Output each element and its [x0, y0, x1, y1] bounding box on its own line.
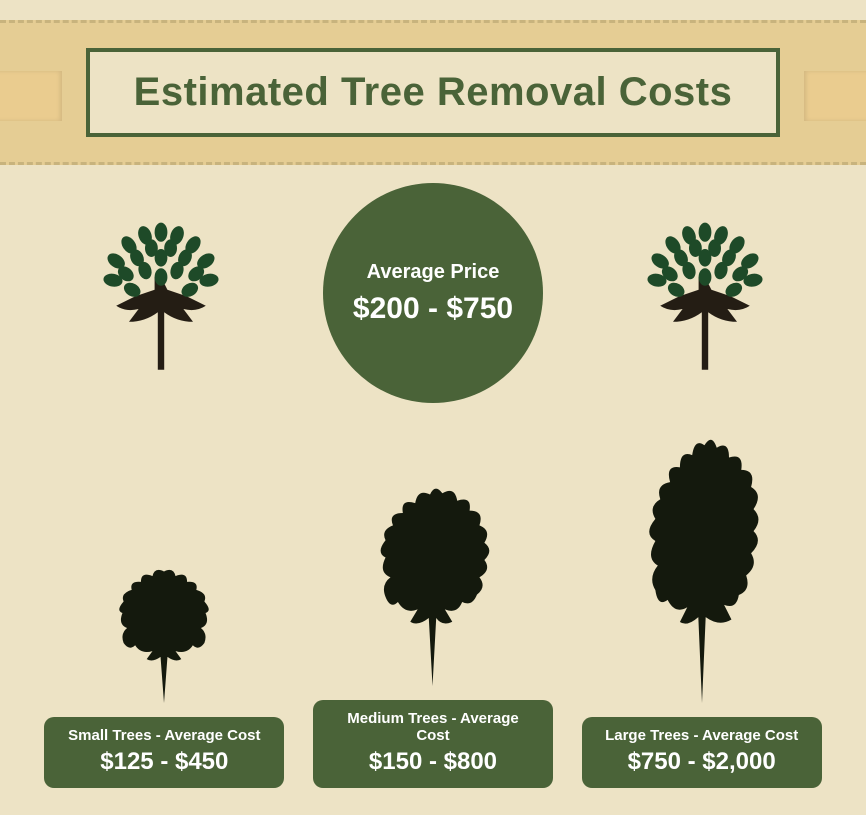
category-value: $150 - $800	[329, 748, 537, 776]
tree-silhouette-medium-icon	[365, 476, 500, 686]
category-label: Medium Trees - Average Cost	[329, 710, 537, 744]
title-box: Estimated Tree Removal Costs	[86, 48, 781, 137]
tree-silhouette-large-icon	[632, 433, 772, 703]
cost-box-medium: Medium Trees - Average Cost $150 - $800	[313, 700, 553, 788]
category-label: Large Trees - Average Cost	[598, 727, 806, 744]
category-value: $125 - $450	[60, 748, 268, 776]
average-price-circle: Average Price $200 - $750	[323, 183, 543, 403]
category-value: $750 - $2,000	[598, 748, 806, 776]
top-row: Average Price $200 - $750	[0, 183, 866, 403]
tree-silhouette-small-icon	[104, 553, 224, 703]
average-price-value: $200 - $750	[353, 292, 513, 326]
category-small: Small Trees - Average Cost $125 - $450	[34, 553, 294, 788]
decorative-tree-icon	[625, 213, 785, 373]
category-label: Small Trees - Average Cost	[60, 727, 268, 744]
category-large: Large Trees - Average Cost $750 - $2,000	[572, 433, 832, 788]
cost-box-small: Small Trees - Average Cost $125 - $450	[44, 717, 284, 788]
header-band: Estimated Tree Removal Costs	[0, 20, 866, 165]
categories-row: Small Trees - Average Cost $125 - $450 M…	[0, 433, 866, 788]
decorative-tree-icon	[81, 213, 241, 373]
average-price-label: Average Price	[367, 261, 500, 284]
category-medium: Medium Trees - Average Cost $150 - $800	[303, 476, 563, 788]
cost-box-large: Large Trees - Average Cost $750 - $2,000	[582, 717, 822, 788]
page-title: Estimated Tree Removal Costs	[134, 70, 733, 115]
